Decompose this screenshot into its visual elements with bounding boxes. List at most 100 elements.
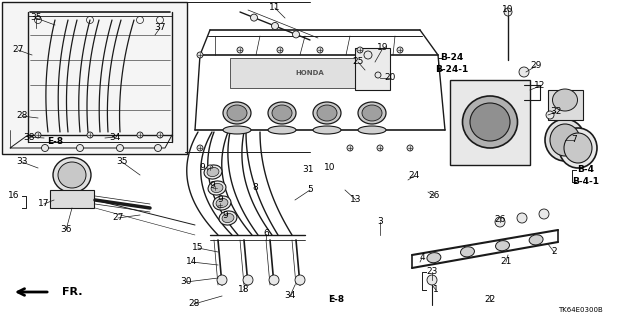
Text: 10: 10 xyxy=(502,5,514,14)
Text: 35: 35 xyxy=(116,158,128,167)
Text: 33: 33 xyxy=(16,158,28,167)
Bar xyxy=(50,190,94,208)
Text: 31: 31 xyxy=(302,166,314,174)
Ellipse shape xyxy=(550,124,580,156)
Bar xyxy=(355,48,390,90)
Text: 9: 9 xyxy=(222,211,228,219)
Circle shape xyxy=(427,275,437,285)
Text: TK64E0300B: TK64E0300B xyxy=(557,307,602,313)
Circle shape xyxy=(212,185,218,191)
Text: 5: 5 xyxy=(307,186,313,195)
Ellipse shape xyxy=(427,253,441,263)
Circle shape xyxy=(77,145,83,152)
Text: 26: 26 xyxy=(428,191,440,201)
Text: 32: 32 xyxy=(550,108,562,116)
Circle shape xyxy=(495,217,505,227)
Circle shape xyxy=(237,47,243,53)
Text: 12: 12 xyxy=(534,81,546,91)
Circle shape xyxy=(217,202,223,208)
Text: 29: 29 xyxy=(531,62,541,70)
Text: 21: 21 xyxy=(500,257,512,266)
Circle shape xyxy=(519,67,529,77)
Text: 22: 22 xyxy=(484,295,495,305)
Ellipse shape xyxy=(53,158,91,192)
Circle shape xyxy=(539,209,549,219)
Ellipse shape xyxy=(208,181,226,195)
Text: 20: 20 xyxy=(384,73,396,83)
Text: 27: 27 xyxy=(112,213,124,222)
Circle shape xyxy=(35,132,41,138)
Ellipse shape xyxy=(313,126,341,134)
Text: 16: 16 xyxy=(8,191,20,201)
Circle shape xyxy=(347,145,353,151)
Ellipse shape xyxy=(529,235,543,245)
Text: 34: 34 xyxy=(284,292,296,300)
Ellipse shape xyxy=(213,196,231,210)
Ellipse shape xyxy=(317,105,337,121)
Ellipse shape xyxy=(313,102,341,124)
Ellipse shape xyxy=(219,211,237,225)
Ellipse shape xyxy=(559,128,597,168)
Text: 13: 13 xyxy=(350,196,362,204)
Text: 35: 35 xyxy=(30,13,42,23)
Circle shape xyxy=(407,145,413,151)
Text: 19: 19 xyxy=(377,43,388,53)
Ellipse shape xyxy=(207,167,219,176)
Circle shape xyxy=(295,275,305,285)
Circle shape xyxy=(197,145,203,151)
Circle shape xyxy=(116,145,124,152)
Ellipse shape xyxy=(211,183,223,193)
Circle shape xyxy=(271,23,278,29)
Circle shape xyxy=(504,8,512,16)
Text: 28: 28 xyxy=(16,112,28,121)
Ellipse shape xyxy=(58,162,86,188)
Ellipse shape xyxy=(545,119,585,161)
Text: 9: 9 xyxy=(209,181,215,189)
Text: 4: 4 xyxy=(419,254,425,263)
Ellipse shape xyxy=(552,89,577,111)
Circle shape xyxy=(154,145,161,152)
Ellipse shape xyxy=(204,165,222,179)
Text: 36: 36 xyxy=(60,226,72,234)
Text: 9: 9 xyxy=(199,164,205,173)
Circle shape xyxy=(250,14,257,21)
Text: 24: 24 xyxy=(408,172,420,181)
Circle shape xyxy=(377,145,383,151)
Circle shape xyxy=(42,145,49,152)
Text: HONDA: HONDA xyxy=(296,70,324,76)
Bar xyxy=(2,2,187,154)
Bar xyxy=(548,90,583,120)
Ellipse shape xyxy=(463,96,518,148)
Ellipse shape xyxy=(223,102,251,124)
Circle shape xyxy=(375,72,381,78)
Text: 2: 2 xyxy=(551,248,557,256)
Text: 17: 17 xyxy=(38,199,50,209)
Circle shape xyxy=(207,165,213,171)
Text: 1: 1 xyxy=(433,286,439,294)
Text: 34: 34 xyxy=(109,132,121,142)
Circle shape xyxy=(546,111,554,119)
Text: 25: 25 xyxy=(352,57,364,66)
Text: 15: 15 xyxy=(192,243,204,253)
Text: 10: 10 xyxy=(324,164,336,173)
Text: 30: 30 xyxy=(180,278,192,286)
Circle shape xyxy=(87,132,93,138)
Circle shape xyxy=(364,51,372,59)
Ellipse shape xyxy=(564,133,592,163)
Ellipse shape xyxy=(227,105,247,121)
Text: 9: 9 xyxy=(217,196,223,204)
Text: B-4: B-4 xyxy=(577,166,595,174)
Ellipse shape xyxy=(223,126,251,134)
Circle shape xyxy=(137,132,143,138)
Circle shape xyxy=(357,47,363,53)
Bar xyxy=(230,58,390,88)
Text: 18: 18 xyxy=(238,286,250,294)
Circle shape xyxy=(157,132,163,138)
Text: 7: 7 xyxy=(571,136,577,145)
Text: 26: 26 xyxy=(494,216,506,225)
Text: 8: 8 xyxy=(252,183,258,192)
Ellipse shape xyxy=(358,126,386,134)
Circle shape xyxy=(317,47,323,53)
Circle shape xyxy=(197,52,203,58)
Text: B-24: B-24 xyxy=(440,54,463,63)
